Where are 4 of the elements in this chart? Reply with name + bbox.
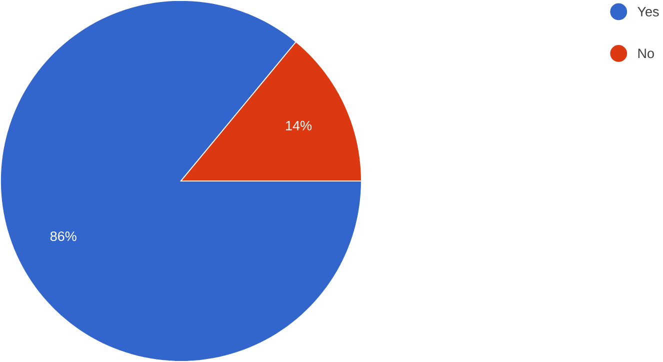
- legend-label: Yes: [638, 7, 659, 16]
- legend-label: No: [638, 48, 654, 58]
- data-label: 14%: [286, 120, 312, 130]
- data-label: 86%: [50, 232, 76, 242]
